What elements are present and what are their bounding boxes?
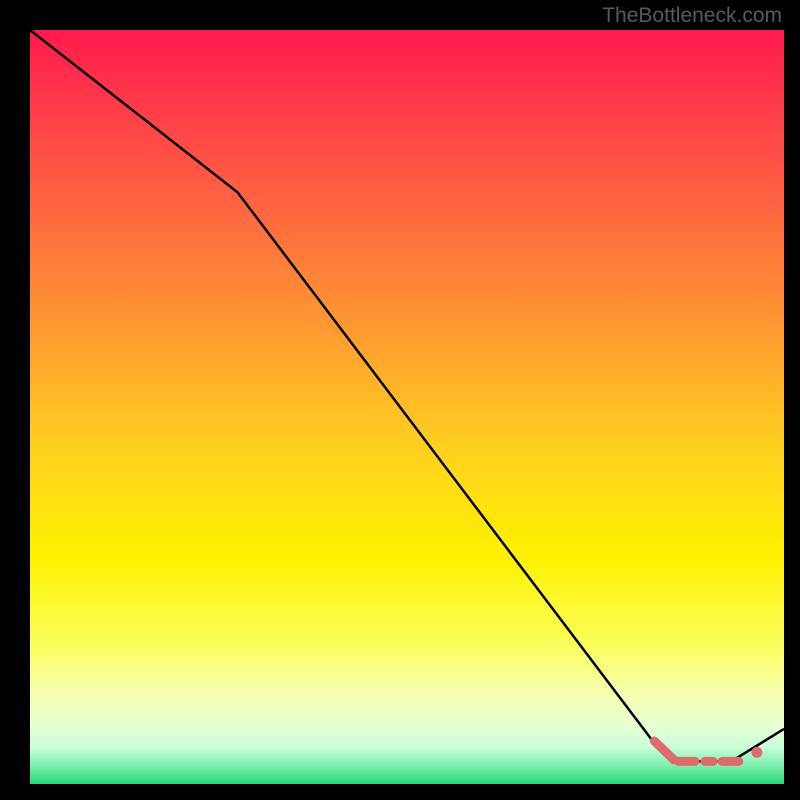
bottleneck-plot <box>0 0 800 800</box>
watermark-text: TheBottleneck.com <box>602 4 782 28</box>
chart-canvas: TheBottleneck.com <box>0 0 800 800</box>
valley-dot <box>751 747 762 758</box>
gradient-area <box>30 30 784 784</box>
